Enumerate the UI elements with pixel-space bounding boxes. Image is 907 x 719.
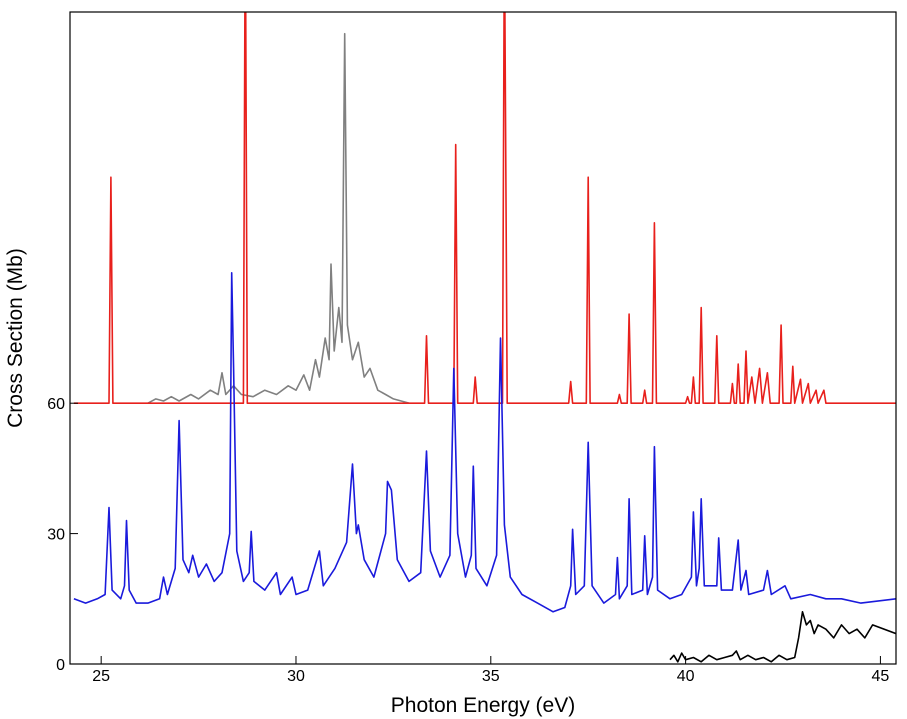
y-tick-label: 60: [47, 396, 65, 413]
plot-frame: [69, 11, 897, 665]
series-line: [147, 32, 410, 404]
x-tick-label: 25: [92, 668, 110, 685]
series-line: [73, 12, 896, 404]
series-line: [73, 272, 896, 613]
x-tick-label: 40: [677, 668, 695, 685]
y-axis-label: Cross Section (Mb): [4, 248, 27, 428]
x-tick-label: 30: [287, 668, 305, 685]
x-tick-label: 45: [872, 668, 890, 685]
plot-area: [73, 12, 896, 663]
x-tick-label: 35: [482, 668, 500, 685]
y-tick-label: 30: [47, 527, 65, 544]
series-line: [669, 611, 896, 663]
y-tick-label: 0: [56, 657, 65, 674]
x-axis-label: Photon Energy (eV): [391, 694, 575, 717]
